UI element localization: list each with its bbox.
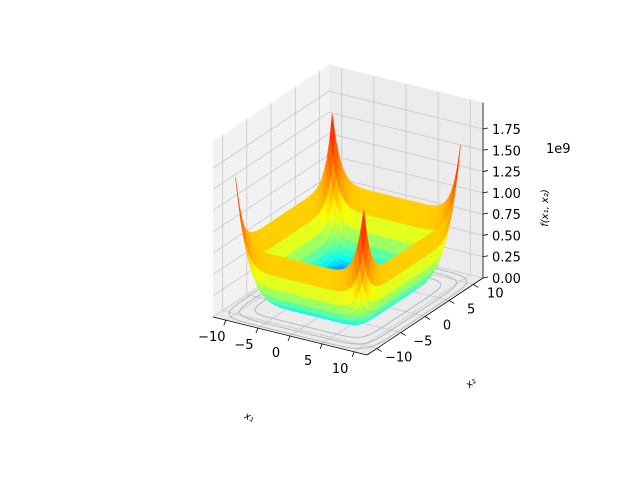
y-tick-mark xyxy=(473,284,479,288)
x-tick-mark xyxy=(287,335,291,342)
y-tick-mark xyxy=(376,348,382,352)
x-tick-mark xyxy=(351,351,355,357)
z-tick-label: 1.50 xyxy=(492,144,521,159)
grid-line-z xyxy=(212,90,484,169)
z-tick-mark xyxy=(482,234,489,236)
z-tick-label: 1.25 xyxy=(492,166,521,181)
z-tick-mark xyxy=(482,148,489,151)
x-tick-mark xyxy=(319,343,323,350)
x-tick-label: 0 xyxy=(272,346,280,361)
z-tick-label: 1.75 xyxy=(492,123,521,138)
y-tick-label: 0 xyxy=(443,319,451,334)
y-axis-label: x₂ xyxy=(463,376,479,392)
x-tick-mark xyxy=(255,327,259,334)
z-tick-label: 1.00 xyxy=(492,187,521,202)
z-tick-label: 0.00 xyxy=(492,272,521,287)
y-tick-label: 5 xyxy=(467,302,475,317)
tick-labels: −10−50510−10−505100.000.250.500.751.001.… xyxy=(198,123,521,377)
x-tick-label: −10 xyxy=(198,330,225,345)
y-tick-mark xyxy=(424,316,431,320)
x-tick-mark xyxy=(223,320,227,326)
z-tick-mark xyxy=(482,191,489,194)
x-tick-label: −5 xyxy=(234,338,253,353)
x-tick-label: 5 xyxy=(304,354,312,369)
grid-line-z xyxy=(212,111,484,190)
z-tick-label: 0.25 xyxy=(492,251,521,266)
z-tick-mark xyxy=(482,276,489,279)
y-tick-mark xyxy=(400,332,407,336)
y-tick-mark xyxy=(448,300,455,304)
z-tick-mark xyxy=(482,127,489,130)
x-tick-label: 10 xyxy=(332,362,349,377)
z-tick-mark xyxy=(482,170,489,172)
y-tick-label: −5 xyxy=(413,335,432,350)
grid-line-z xyxy=(212,133,484,211)
z-offset-label: 1e9 xyxy=(546,142,571,157)
surface-plot xyxy=(235,113,461,325)
z-axis-label: f(x₁, x₂) xyxy=(540,189,551,227)
z-tick-label: 0.50 xyxy=(492,229,521,244)
x-axis-label: x₁ xyxy=(241,410,255,424)
z-tick-mark xyxy=(482,212,489,215)
z-tick-label: 0.75 xyxy=(492,208,521,223)
surface-patch xyxy=(360,209,367,253)
z-tick-mark xyxy=(482,255,489,258)
y-tick-label: 10 xyxy=(487,286,504,301)
y-tick-label: −10 xyxy=(385,351,412,366)
